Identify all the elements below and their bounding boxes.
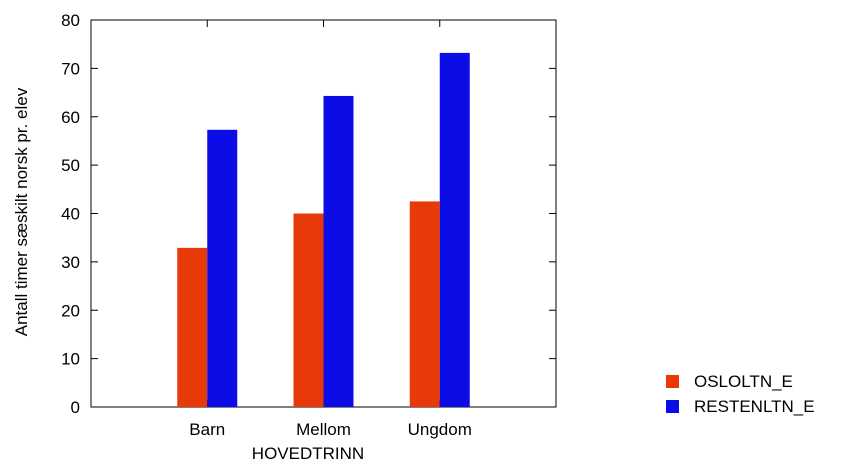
x-tick-label: Ungdom — [408, 420, 472, 439]
legend-label: RESTENLTN_E — [694, 397, 815, 416]
x-axis: Barn Mellom Ungdom — [189, 20, 472, 439]
y-tick-label: 60 — [61, 108, 80, 127]
bar-restenltn-e — [323, 95, 354, 407]
bar-osloltn-e — [409, 201, 440, 407]
y-tick-label: 80 — [61, 11, 80, 30]
bar-restenltn-e — [207, 129, 238, 407]
y-tick-label: 70 — [61, 59, 80, 78]
x-axis-title: HOVEDTRINN — [252, 444, 364, 463]
legend-swatch — [666, 375, 679, 388]
y-tick-label: 40 — [61, 205, 80, 224]
y-tick-label: 0 — [71, 398, 80, 417]
y-axis-title: Antall timer sæskilt norsk pr. elev — [12, 87, 31, 336]
y-axis: 0 10 20 30 40 50 60 70 80 — [61, 11, 556, 417]
bar-osloltn-e — [293, 213, 324, 407]
legend: OSLOLTN_E RESTENLTN_E — [666, 372, 815, 416]
x-tick-label: Mellom — [296, 420, 351, 439]
bars — [177, 52, 470, 408]
y-tick-label: 30 — [61, 253, 80, 272]
legend-label: OSLOLTN_E — [694, 372, 793, 391]
legend-swatch — [666, 400, 679, 413]
y-tick-label: 50 — [61, 156, 80, 175]
y-tick-label: 20 — [61, 301, 80, 320]
y-tick-label: 10 — [61, 350, 80, 369]
x-tick-label: Barn — [189, 420, 225, 439]
bar-osloltn-e — [177, 247, 208, 407]
bar-restenltn-e — [439, 52, 470, 408]
